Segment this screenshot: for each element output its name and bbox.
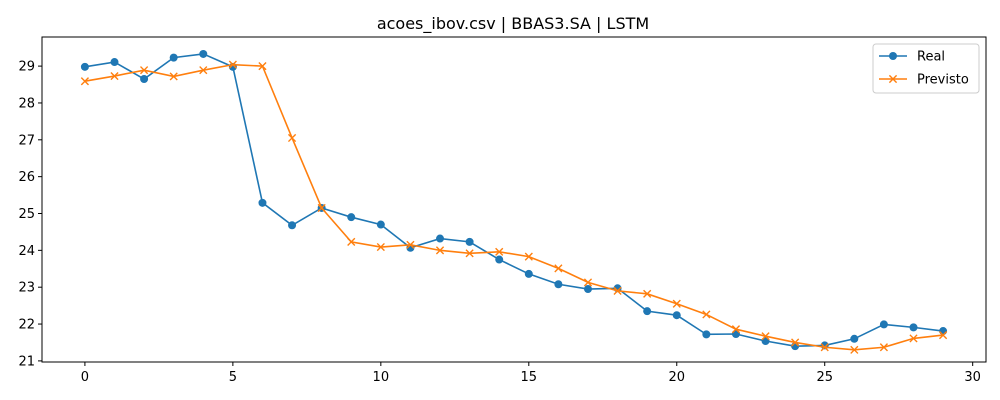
data-point <box>436 234 445 243</box>
data-point <box>495 255 504 264</box>
data-point <box>761 332 770 341</box>
plot-area <box>41 36 987 363</box>
data-point <box>347 213 356 222</box>
data-point <box>406 240 415 249</box>
data-point <box>376 220 385 229</box>
data-point <box>169 72 178 81</box>
data-point <box>583 278 593 287</box>
data-point <box>139 66 149 75</box>
data-point <box>672 299 681 308</box>
series-line-real <box>84 53 944 347</box>
data-point <box>850 334 859 343</box>
data-point <box>524 252 533 261</box>
legend-entry-previsto: Previsto <box>879 73 969 88</box>
data-point <box>317 203 326 213</box>
data-point <box>288 221 297 230</box>
data-point <box>879 320 888 329</box>
data-point <box>613 286 622 295</box>
y-tick-label: 27 <box>18 133 35 148</box>
data-point <box>731 325 741 334</box>
y-axis: 21 22 23 24 25 26 27 28 29 <box>18 60 42 369</box>
data-point <box>938 331 948 340</box>
data-point <box>643 307 652 316</box>
y-tick-label: 29 <box>18 60 35 75</box>
y-tick-label: 23 <box>18 281 35 296</box>
y-tick-label: 26 <box>18 170 35 185</box>
y-tick-label: 21 <box>18 354 35 369</box>
series-real <box>80 49 948 351</box>
series-layer <box>80 49 948 354</box>
legend-entry-real: Real <box>879 50 945 65</box>
y-tick-label: 24 <box>18 244 35 259</box>
series-previsto <box>80 60 948 354</box>
data-point <box>110 71 119 81</box>
data-point <box>702 310 711 319</box>
data-point <box>495 247 504 256</box>
data-point <box>199 49 208 58</box>
x-tick-label: 10 <box>373 370 390 385</box>
data-point <box>199 66 208 75</box>
y-tick-label: 22 <box>18 318 35 333</box>
data-point <box>879 343 889 352</box>
data-point <box>140 75 149 84</box>
legend: Real Previsto <box>872 43 980 94</box>
series-line-previsto <box>84 63 944 351</box>
x-tick-label: 0 <box>81 370 89 385</box>
data-point <box>672 311 681 320</box>
data-point <box>465 249 474 258</box>
data-point <box>554 264 563 273</box>
data-point <box>287 133 297 143</box>
x-tick-label: 25 <box>816 370 833 385</box>
data-point <box>583 285 592 294</box>
data-point <box>80 77 90 86</box>
x-tick-label: 15 <box>521 370 538 385</box>
data-point <box>939 327 948 336</box>
legend-marker <box>888 74 898 84</box>
data-point <box>258 198 267 207</box>
data-point <box>376 242 385 252</box>
data-point <box>465 237 474 246</box>
data-point <box>258 62 267 71</box>
data-point <box>820 343 829 352</box>
data-point <box>228 60 237 69</box>
data-point <box>554 280 563 289</box>
chart-title: acoes_ibov.csv | BBAS3.SA | LSTM <box>377 14 649 34</box>
data-point <box>435 246 445 255</box>
x-axis: 0 5 10 15 20 25 30 <box>81 362 981 385</box>
x-tick-label: 5 <box>229 370 237 385</box>
legend-label: Previsto <box>917 73 969 88</box>
y-tick-label: 28 <box>18 96 35 111</box>
y-tick-label: 25 <box>18 207 35 222</box>
data-point <box>909 323 918 332</box>
data-point <box>850 345 859 354</box>
x-tick-label: 30 <box>964 370 981 385</box>
data-point <box>702 330 711 339</box>
legend-label: Real <box>917 50 945 65</box>
data-point <box>347 237 356 246</box>
data-point <box>909 334 918 343</box>
legend-marker <box>889 52 897 60</box>
data-point <box>524 269 533 278</box>
data-point <box>110 58 119 67</box>
data-point <box>643 289 652 298</box>
x-tick-label: 20 <box>668 370 685 385</box>
data-point <box>80 62 89 71</box>
data-point <box>169 53 178 62</box>
data-point <box>791 338 800 347</box>
